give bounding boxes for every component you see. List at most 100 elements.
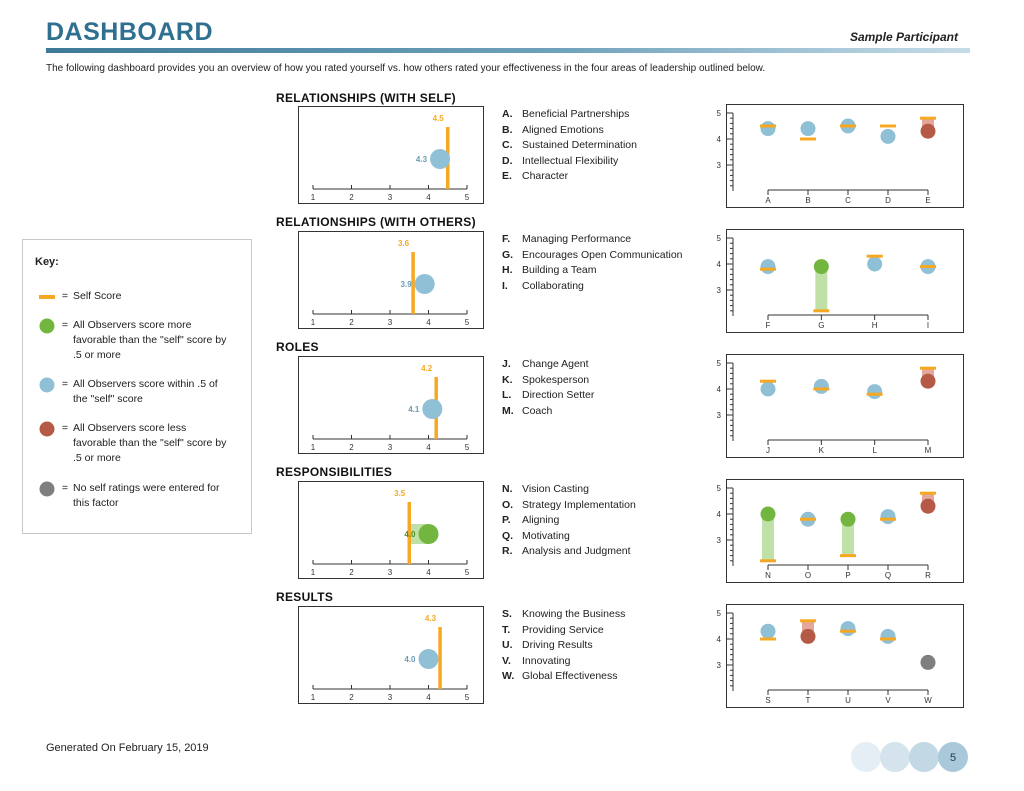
gauge-tick-label: 1 — [311, 193, 316, 202]
generated-date: Generated On February 15, 2019 — [46, 742, 209, 754]
observer-score-dot — [800, 628, 816, 644]
dot-chart-x-label: D — [885, 196, 891, 205]
self-score-marker — [760, 379, 776, 383]
dot-chart-y-tick-label: 4 — [717, 510, 722, 519]
key-item-gray: = No self ratings were entered for this … — [37, 481, 229, 511]
gauge-tick-label: 1 — [311, 318, 316, 327]
dot-chart-x-label: P — [845, 571, 850, 580]
self-score-label: 3.6 — [398, 239, 410, 248]
dot-chart-y-tick-label: 5 — [717, 359, 722, 368]
dot-chart-y-tick-label: 3 — [717, 536, 722, 545]
dot-chart-y-tick-label: 4 — [717, 260, 722, 269]
list-item: F. Managing Performance — [502, 233, 632, 245]
competency-list: F. Managing Performance G. Encourages Open… — [502, 232, 683, 294]
page-circle — [851, 742, 881, 772]
list-item: E. Character — [502, 170, 569, 182]
observer-score-dot — [430, 149, 451, 169]
page-circle — [909, 742, 939, 772]
observer-score-dot — [920, 123, 936, 139]
difference-band — [762, 514, 774, 561]
self-score-marker — [920, 116, 936, 120]
dot-chart-x-label: A — [765, 196, 771, 205]
observer-score-dot — [880, 509, 896, 525]
dot-chart-x-label: R — [925, 571, 931, 580]
competency-list: A. Beneficial Partnerships B. Aligned Emot… — [502, 107, 637, 185]
list-item: C. Sustained Determination — [502, 139, 637, 151]
list-item: U. Driving Results — [502, 639, 593, 651]
dot-chart-x-label: L — [872, 446, 877, 455]
competency-list: N. Vision Casting O. Strategy Implementati… — [502, 482, 636, 560]
gauge-tick-label: 5 — [465, 568, 470, 577]
key-text: No self ratings were entered for this fa… — [73, 482, 220, 509]
gauge-tick-label: 3 — [388, 193, 393, 202]
title-divider — [46, 48, 970, 53]
page-indicator: 5 — [851, 742, 968, 772]
section-title: RELATIONSHIPS (WITH OTHERS) — [276, 215, 476, 229]
list-item: I. Collaborating — [502, 279, 584, 292]
dot-chart-x-label: W — [924, 696, 932, 705]
gauge-tick-label: 1 — [311, 568, 316, 577]
gauge-tick-label: 3 — [388, 443, 393, 452]
list-item: B. Aligned Emotions — [502, 123, 604, 136]
intro-text: The following dashboard provides you an … — [46, 63, 766, 74]
list-item: R. Analysis and Judgment — [502, 545, 631, 557]
observer-score-dot — [880, 628, 896, 644]
gauge-tick-label: 2 — [349, 568, 354, 577]
summary-gauge: 1 2 3 4 5 4.5 4.3 — [298, 106, 484, 204]
self-score-label: 3.5 — [394, 489, 406, 498]
observer-score-dot — [840, 621, 856, 637]
dot-chart-x-label: Q — [885, 571, 891, 580]
competency-dot-chart: 5 4 3 N O P Q R — [717, 479, 964, 583]
observer-score-dot — [813, 378, 829, 394]
self-score-marker — [866, 254, 883, 258]
self-score-marker — [760, 559, 776, 563]
dot-chart-x-label: O — [805, 571, 811, 580]
observer-score-label: 4.0 — [404, 530, 416, 539]
dot-chart-y-tick-label: 5 — [717, 109, 722, 118]
observer-score-dot — [760, 381, 776, 397]
list-item: G. Encourages Open Communication — [502, 248, 683, 261]
gauge-tick-label: 4 — [426, 568, 431, 577]
section-title: ROLES — [276, 340, 319, 354]
dot-chart-x-label: K — [819, 446, 825, 455]
legend-key: Key: = Self Score = All Observers score … — [22, 239, 252, 534]
dot-chart-y-tick-label: 4 — [717, 635, 722, 644]
dot-chart-x-label: U — [845, 696, 851, 705]
key-text: All Observers score less favorable than … — [73, 422, 227, 464]
list-item: P. Aligning — [502, 514, 560, 526]
self-score-marker — [866, 392, 883, 396]
gauge-tick-label: 4 — [426, 193, 431, 202]
list-item: M. Coach — [502, 404, 553, 417]
competency-dot-chart: 5 4 3 A B C D E — [717, 104, 964, 208]
key-text: All Observers score within .5 of the "se… — [73, 378, 218, 405]
key-text: Self Score — [73, 290, 122, 302]
dot-chart-x-label: N — [765, 571, 771, 580]
dot-chart-x-label: V — [885, 696, 891, 705]
observer-score-dot — [418, 649, 439, 669]
competency-list: J. Change Agent K. Spokesperson L. Directio… — [502, 357, 594, 419]
dot-chart-x-label: G — [818, 321, 824, 330]
list-item: D. Intellectual Flexibility — [502, 154, 619, 167]
dot-chart-y-tick-label: 4 — [717, 385, 722, 394]
observer-score-label: 4.1 — [408, 405, 420, 414]
observer-score-dot — [800, 121, 816, 137]
dot-chart-y-tick-label: 4 — [717, 135, 722, 144]
observer-score-dot — [760, 259, 776, 275]
section-title: RESPONSIBILITIES — [276, 465, 393, 479]
gray-circle-icon — [37, 481, 57, 496]
gauge-tick-label: 2 — [349, 193, 354, 202]
observer-score-label: 4.0 — [404, 655, 416, 664]
self-score-marker — [840, 554, 856, 558]
page-number: 5 — [950, 752, 956, 764]
self-score-marker — [813, 309, 830, 313]
self-score-marker — [800, 137, 816, 141]
gauge-tick-label: 5 — [465, 693, 470, 702]
self-score-marker — [880, 637, 896, 641]
list-item: W. Global Effectiveness — [502, 670, 618, 682]
gauge-tick-label: 1 — [311, 443, 316, 452]
gauge-tick-label: 3 — [388, 318, 393, 327]
list-item: K. Spokesperson — [502, 373, 590, 386]
competency-dot-chart: 5 4 3 J K L M — [717, 354, 964, 458]
dot-chart-y-tick-label: 3 — [717, 161, 722, 170]
self-score-label: 4.2 — [421, 364, 433, 373]
